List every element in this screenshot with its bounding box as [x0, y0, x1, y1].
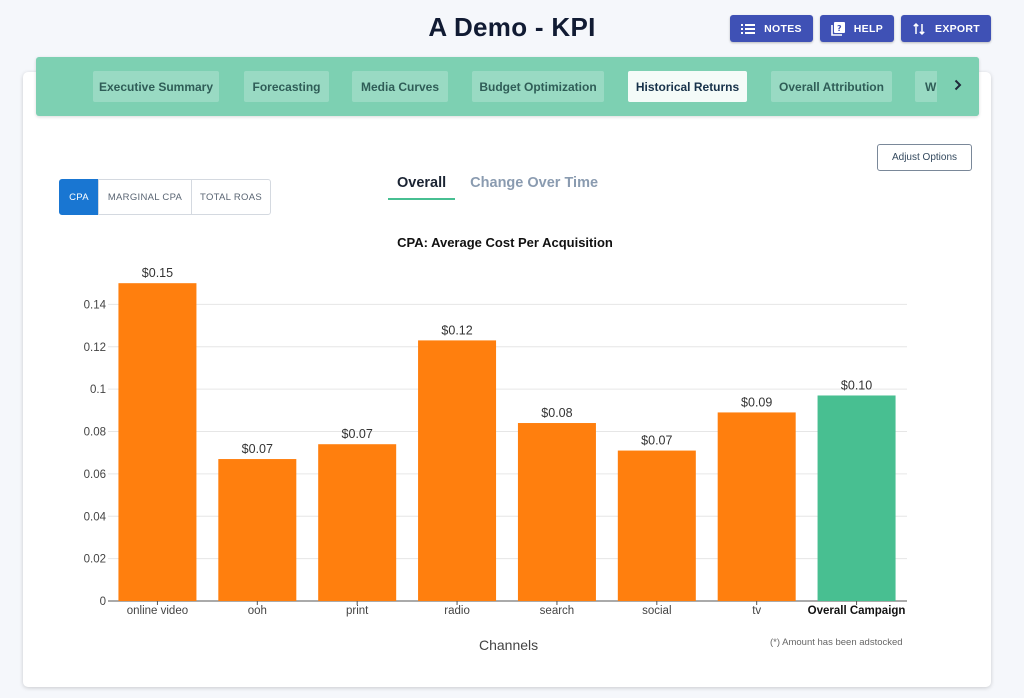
x-axis-title: Channels — [479, 637, 539, 653]
export-button[interactable]: EXPORT — [901, 15, 991, 42]
view-tab-change-over-time[interactable]: Change Over Time — [470, 175, 599, 191]
tab-forecasting[interactable]: Forecasting — [244, 71, 329, 102]
data-label: $0.08 — [541, 406, 572, 420]
bar-print — [318, 444, 397, 601]
list-icon — [740, 21, 756, 37]
bar-ooh — [218, 459, 297, 601]
y-tick-label: 0.06 — [84, 469, 106, 481]
x-tick-label: search — [540, 605, 575, 617]
help-book-icon: ? — [830, 21, 846, 37]
y-tick-label: 0.08 — [84, 427, 106, 439]
view-tab-overall[interactable]: Overall — [388, 171, 456, 200]
x-tick-label: tv — [752, 605, 761, 617]
metric-cpa-button[interactable]: CPA — [59, 179, 99, 215]
adjust-options-button[interactable]: Adjust Options — [877, 144, 972, 171]
export-label: EXPORT — [935, 22, 980, 35]
tab-executive-summary[interactable]: Executive Summary — [93, 71, 219, 102]
y-tick-label: 0.12 — [84, 342, 106, 354]
data-label: $0.09 — [741, 395, 772, 409]
data-label: $0.07 — [342, 427, 373, 441]
help-label: HELP — [853, 22, 884, 35]
swap-vert-icon — [911, 21, 927, 37]
bar-radio — [418, 340, 497, 601]
data-label: $0.12 — [441, 323, 472, 337]
notes-button[interactable]: NOTES — [730, 15, 813, 42]
bar-online-video — [118, 283, 197, 601]
y-tick-label: 0.1 — [90, 384, 106, 396]
nav-tab-bar: Executive Summary Forecasting Media Curv… — [36, 57, 979, 116]
bar-overall-campaign — [817, 395, 896, 601]
y-tick-label: 0.02 — [84, 554, 106, 566]
data-label: $0.15 — [142, 266, 173, 280]
x-tick-label: print — [346, 605, 369, 617]
metric-marginal-cpa-button[interactable]: MARGINAL CPA — [98, 179, 192, 215]
y-tick-label: 0.14 — [84, 299, 107, 311]
bar-social — [617, 450, 696, 601]
svg-text:?: ? — [837, 24, 842, 33]
x-tick-label: radio — [444, 605, 470, 617]
bar-search — [517, 423, 596, 601]
data-label: $0.07 — [242, 442, 273, 456]
footnote: (*) Amount has been adstocked — [770, 637, 903, 648]
tab-historical-returns[interactable]: Historical Returns — [628, 71, 747, 102]
page-title: A Demo - KPI — [428, 12, 596, 42]
metric-total-roas-button[interactable]: TOTAL ROAS — [191, 179, 271, 215]
data-label: $0.07 — [641, 434, 672, 448]
tab-overall-attribution[interactable]: Overall Attribution — [771, 71, 892, 102]
help-button[interactable]: ? HELP — [819, 15, 895, 42]
x-tick-label: Overall Campaign — [808, 605, 906, 617]
tab-media-curves[interactable]: Media Curves — [352, 71, 448, 102]
tab-budget-optimization[interactable]: Budget Optimization — [472, 71, 604, 102]
view-tabs: Overall Change Over Time — [388, 171, 607, 200]
data-label: $0.10 — [841, 378, 872, 392]
tab-scroll-next-button[interactable] — [937, 57, 979, 116]
y-tick-label: 0 — [100, 596, 106, 608]
x-tick-label: online video — [127, 605, 188, 617]
chevron-right-icon — [953, 78, 963, 96]
notes-label: NOTES — [764, 22, 802, 35]
header-actions: NOTES ? HELP EXPORT — [730, 15, 991, 42]
x-tick-label: ooh — [248, 605, 267, 617]
metric-toggle-group: CPA MARGINAL CPA TOTAL ROAS — [59, 179, 271, 215]
y-tick-label: 0.04 — [84, 511, 107, 523]
x-tick-label: social — [642, 605, 671, 617]
chart-title: CPA: Average Cost Per Acquisition — [397, 235, 613, 250]
bar-tv — [717, 412, 796, 601]
